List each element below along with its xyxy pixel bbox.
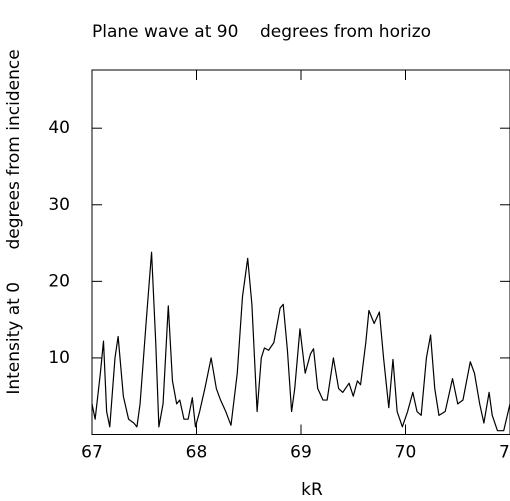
y-tick-label: 20 bbox=[48, 271, 70, 291]
x-axis-label: kR bbox=[301, 480, 323, 500]
y-tick-label: 40 bbox=[48, 118, 70, 138]
chart-title: Plane wave at 90 degrees from horizo bbox=[92, 22, 431, 42]
y-axis-label: Intensity at 0 degrees from incidence bbox=[4, 49, 24, 394]
x-tick-label: 68 bbox=[186, 443, 208, 463]
x-tick-label: 70 bbox=[395, 443, 417, 463]
plot-frame bbox=[91, 69, 510, 435]
y-tick-label: 10 bbox=[48, 348, 70, 368]
x-tick-label: 7 bbox=[499, 443, 510, 463]
data-line bbox=[91, 251, 510, 432]
x-tick-label: 67 bbox=[81, 443, 103, 463]
y-tick-label: 30 bbox=[48, 195, 70, 215]
x-tick-label: 69 bbox=[290, 443, 312, 463]
